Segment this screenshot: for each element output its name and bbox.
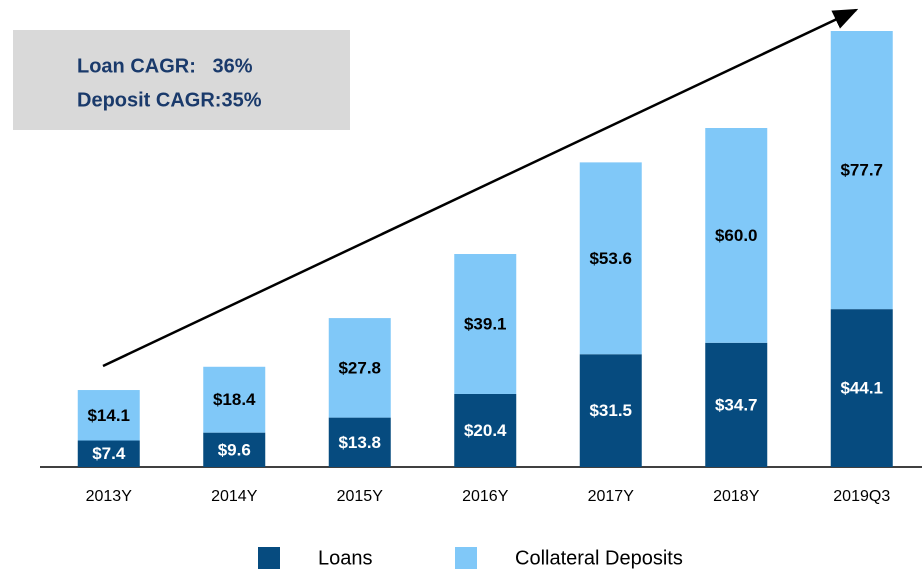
data-label: $7.4 xyxy=(92,444,126,463)
bar xyxy=(705,128,768,343)
data-label: $53.6 xyxy=(589,249,632,268)
data-label: $13.8 xyxy=(338,433,381,452)
x-tick-label: 2019Q3 xyxy=(833,488,890,505)
legend-label: Collateral Deposits xyxy=(515,547,683,569)
data-label: $44.1 xyxy=(840,379,883,398)
bar xyxy=(830,31,893,310)
data-label: $60.0 xyxy=(715,226,758,245)
x-tick-label: 2016Y xyxy=(462,488,509,505)
data-label: $9.6 xyxy=(218,440,251,459)
bar xyxy=(203,366,266,433)
data-label: $14.1 xyxy=(87,406,130,425)
annotation-box xyxy=(13,30,350,130)
bar xyxy=(454,393,517,467)
bar xyxy=(579,354,642,467)
data-label: $18.4 xyxy=(213,390,256,409)
bar xyxy=(328,318,391,418)
data-label: $39.1 xyxy=(464,314,507,333)
x-tick-label: 2014Y xyxy=(211,488,258,505)
annotation: Deposit CAGR:35% xyxy=(77,89,262,111)
data-label: $34.7 xyxy=(715,395,758,414)
bar xyxy=(203,432,266,467)
x-tick-label: 2017Y xyxy=(588,488,635,505)
x-tick-label: 2013Y xyxy=(86,488,133,505)
legend-label: Loans xyxy=(318,547,373,569)
legend-swatch xyxy=(258,547,280,569)
x-tick-label: 2018Y xyxy=(713,488,760,505)
bar xyxy=(705,342,768,467)
data-label: $20.4 xyxy=(464,421,507,440)
data-label: $31.5 xyxy=(589,401,632,420)
bar xyxy=(328,417,391,467)
bar xyxy=(579,162,642,355)
bar xyxy=(77,390,140,441)
annotation: Loan CAGR: 36% xyxy=(77,55,253,77)
bar xyxy=(830,309,893,467)
bar xyxy=(454,254,517,394)
x-tick-label: 2015Y xyxy=(337,488,384,505)
bar xyxy=(77,440,140,467)
data-label: $77.7 xyxy=(840,161,883,180)
legend-swatch xyxy=(455,547,477,569)
data-label: $27.8 xyxy=(338,358,381,377)
trend-arrow xyxy=(102,8,859,368)
